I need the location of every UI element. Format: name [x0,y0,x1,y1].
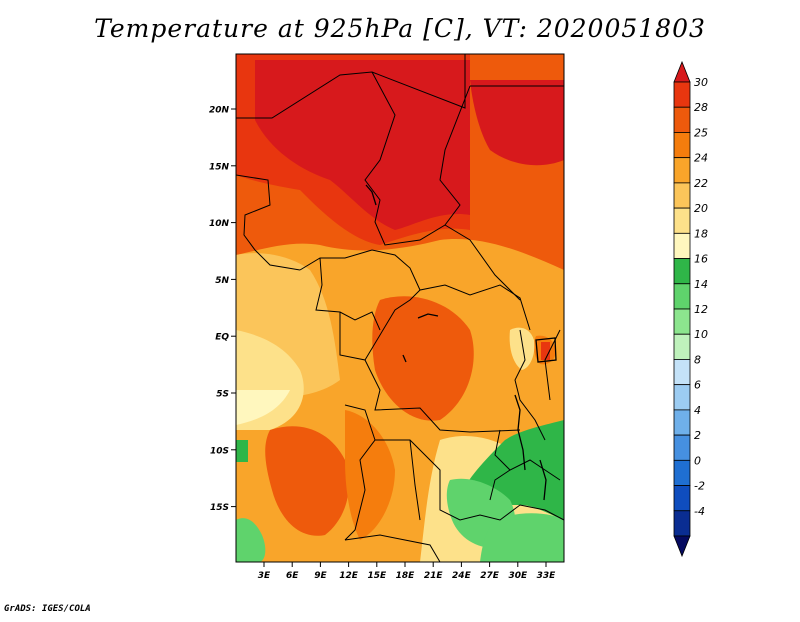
colorbar-segment [673,106,691,133]
colorbar-label: 12 [694,303,708,316]
lat-tick-label: 20N [209,106,230,116]
colorbar-label: 8 [694,353,701,366]
colorbar-label: -2 [694,480,705,493]
lat-tick-label: 15N [209,162,230,172]
lon-tick-label: 33E [537,571,557,581]
colorbar-segment [673,510,691,537]
map-frame [235,53,565,563]
colorbar-label: 6 [694,379,701,392]
colorbar-segment [673,485,691,512]
lon-tick-label: 3E [258,571,271,581]
colorbar-label: 24 [694,152,708,165]
colorbar-label: 4 [694,404,701,417]
colorbar-label: 28 [694,101,708,114]
longitude-axis: 3E 6E 9E 12E 15E 18E 21E 24E 27E 30E 33E [258,562,556,581]
colorbar-top-arrow [673,60,691,83]
colorbar-label: 2 [694,429,701,442]
colorbar-segment [673,308,691,335]
latitude-axis: 20N 15N 10N 5N EQ 5S 10S 15S [209,106,236,513]
lat-tick-label: 5S [216,390,229,400]
colorbar-segment [673,384,691,411]
colorbar-label: 20 [694,202,708,215]
lat-tick-label: 5N [215,276,229,286]
colorbar-segment [673,207,691,234]
colorbar-segment [673,359,691,386]
country-boundaries [236,54,564,562]
lon-tick-label: 30E [508,571,528,581]
lat-tick-label: 15S [210,503,229,513]
colorbar-segment [673,258,691,285]
lon-tick-label: 9E [314,571,327,581]
colorbar-bottom-arrow [673,535,691,558]
lon-tick-label: 6E [286,571,299,581]
grads-credit: GrADS: IGES/COLA [4,604,91,614]
colorbar-segment [673,132,691,159]
colorbar-segment [673,283,691,310]
temperature-field [236,54,564,562]
colorbar-segment [673,81,691,108]
colorbar-label: 10 [694,328,708,341]
lat-tick-label: 10N [209,219,230,229]
lon-tick-label: 27E [480,571,500,581]
colorbar-label: 16 [694,253,708,266]
colorbar-segment [673,232,691,259]
colorbar-label: 18 [694,227,708,240]
colorbar-segment [673,333,691,360]
colorbar-label: 22 [694,177,708,190]
lat-tick-label: EQ [215,333,229,343]
lon-tick-label: 15E [367,571,387,581]
colorbar-segment [673,157,691,184]
colorbar-label: 30 [694,76,708,89]
lakes [365,184,557,501]
colorbar-segment [673,434,691,461]
map-title: Temperature at 925hPa [C], VT: 202005180… [94,14,706,43]
lat-tick-label: 10S [210,446,229,456]
lon-tick-label: 12E [339,571,359,581]
lon-tick-label: 21E [424,571,444,581]
colorbar-segment [673,459,691,486]
lon-tick-label: 24E [452,571,472,581]
colorbar-label: 25 [694,126,708,139]
colorbar-label: 14 [694,278,708,291]
colorbar-segment [673,409,691,436]
lon-tick-label: 18E [396,571,416,581]
colorbar-label: -4 [694,505,705,518]
colorbar-segment [673,182,691,209]
colorbar-label: 0 [694,454,701,467]
